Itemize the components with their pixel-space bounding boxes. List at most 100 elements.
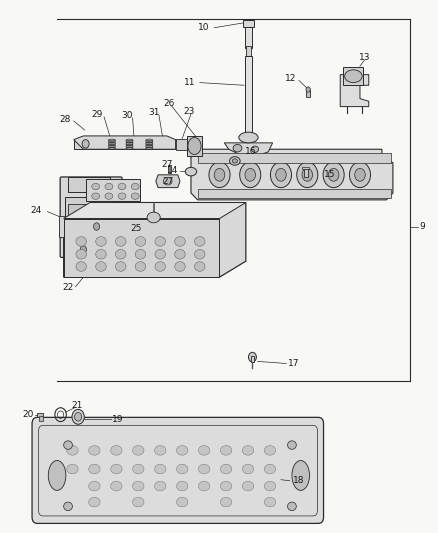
Text: 13: 13 xyxy=(358,53,369,62)
Polygon shape xyxy=(64,219,219,277)
Text: 22: 22 xyxy=(62,284,74,292)
Ellipse shape xyxy=(48,461,66,490)
Ellipse shape xyxy=(287,502,296,511)
Ellipse shape xyxy=(118,193,126,199)
Ellipse shape xyxy=(328,168,338,181)
Ellipse shape xyxy=(229,157,240,165)
Text: 11: 11 xyxy=(184,78,195,87)
Ellipse shape xyxy=(163,177,172,185)
Text: 19: 19 xyxy=(112,415,123,424)
Ellipse shape xyxy=(238,132,258,143)
Ellipse shape xyxy=(154,481,166,491)
Ellipse shape xyxy=(287,441,296,449)
Bar xyxy=(302,167,308,169)
Text: 25: 25 xyxy=(130,224,141,232)
Ellipse shape xyxy=(349,162,370,188)
Ellipse shape xyxy=(270,162,291,188)
Ellipse shape xyxy=(93,223,99,230)
Ellipse shape xyxy=(214,168,224,181)
Ellipse shape xyxy=(198,464,209,474)
Ellipse shape xyxy=(233,144,241,152)
Bar xyxy=(37,413,43,417)
Ellipse shape xyxy=(198,481,209,491)
Ellipse shape xyxy=(174,262,185,271)
Bar xyxy=(244,56,252,139)
Polygon shape xyxy=(64,203,245,219)
Ellipse shape xyxy=(344,70,361,83)
Ellipse shape xyxy=(242,446,253,455)
Ellipse shape xyxy=(72,409,84,424)
Ellipse shape xyxy=(110,446,122,455)
Ellipse shape xyxy=(155,262,165,271)
Ellipse shape xyxy=(88,446,100,455)
Ellipse shape xyxy=(110,464,122,474)
Text: 24: 24 xyxy=(31,206,42,215)
Bar xyxy=(59,216,65,237)
Ellipse shape xyxy=(88,497,100,507)
Text: 31: 31 xyxy=(148,109,160,117)
Ellipse shape xyxy=(264,497,275,507)
Polygon shape xyxy=(191,149,392,200)
Ellipse shape xyxy=(95,262,106,271)
Text: 29: 29 xyxy=(92,110,103,119)
Ellipse shape xyxy=(131,183,139,190)
Ellipse shape xyxy=(95,249,106,259)
Polygon shape xyxy=(155,175,180,188)
Ellipse shape xyxy=(174,237,185,246)
Ellipse shape xyxy=(147,212,160,223)
Ellipse shape xyxy=(132,497,144,507)
Ellipse shape xyxy=(80,246,86,253)
Ellipse shape xyxy=(291,461,309,490)
Ellipse shape xyxy=(194,262,205,271)
Ellipse shape xyxy=(264,464,275,474)
Text: 23: 23 xyxy=(183,108,194,116)
Ellipse shape xyxy=(64,502,72,511)
Ellipse shape xyxy=(155,237,165,246)
Ellipse shape xyxy=(244,168,255,181)
Ellipse shape xyxy=(132,464,144,474)
Bar xyxy=(197,189,390,198)
Bar xyxy=(343,67,363,85)
Ellipse shape xyxy=(132,481,144,491)
Ellipse shape xyxy=(110,481,122,491)
Bar xyxy=(175,139,186,150)
Text: 18: 18 xyxy=(292,477,304,485)
Ellipse shape xyxy=(76,249,86,259)
Ellipse shape xyxy=(176,481,187,491)
Ellipse shape xyxy=(301,168,312,181)
Text: 27: 27 xyxy=(161,160,172,168)
Bar xyxy=(303,169,307,177)
Ellipse shape xyxy=(239,162,260,188)
Ellipse shape xyxy=(132,446,144,455)
Ellipse shape xyxy=(74,413,81,421)
Ellipse shape xyxy=(198,446,209,455)
Ellipse shape xyxy=(131,193,139,199)
Ellipse shape xyxy=(92,183,99,190)
Ellipse shape xyxy=(76,262,86,271)
Ellipse shape xyxy=(220,464,231,474)
Ellipse shape xyxy=(220,481,231,491)
FancyBboxPatch shape xyxy=(60,177,122,257)
Ellipse shape xyxy=(154,446,166,455)
Ellipse shape xyxy=(118,183,126,190)
Ellipse shape xyxy=(135,262,145,271)
Text: 30: 30 xyxy=(121,111,133,120)
Text: 17: 17 xyxy=(287,359,298,368)
Ellipse shape xyxy=(264,446,275,455)
Text: 27: 27 xyxy=(0,532,1,533)
Text: 15: 15 xyxy=(323,171,334,179)
Ellipse shape xyxy=(242,481,253,491)
Text: 28: 28 xyxy=(59,116,71,124)
Ellipse shape xyxy=(135,237,145,246)
Bar xyxy=(167,165,171,173)
Ellipse shape xyxy=(155,249,165,259)
Ellipse shape xyxy=(220,446,231,455)
Ellipse shape xyxy=(67,464,78,474)
Ellipse shape xyxy=(194,237,205,246)
Text: 21: 21 xyxy=(71,401,82,409)
Ellipse shape xyxy=(174,249,185,259)
Polygon shape xyxy=(74,136,175,149)
Ellipse shape xyxy=(95,237,106,246)
Ellipse shape xyxy=(82,140,89,148)
FancyBboxPatch shape xyxy=(32,417,323,523)
